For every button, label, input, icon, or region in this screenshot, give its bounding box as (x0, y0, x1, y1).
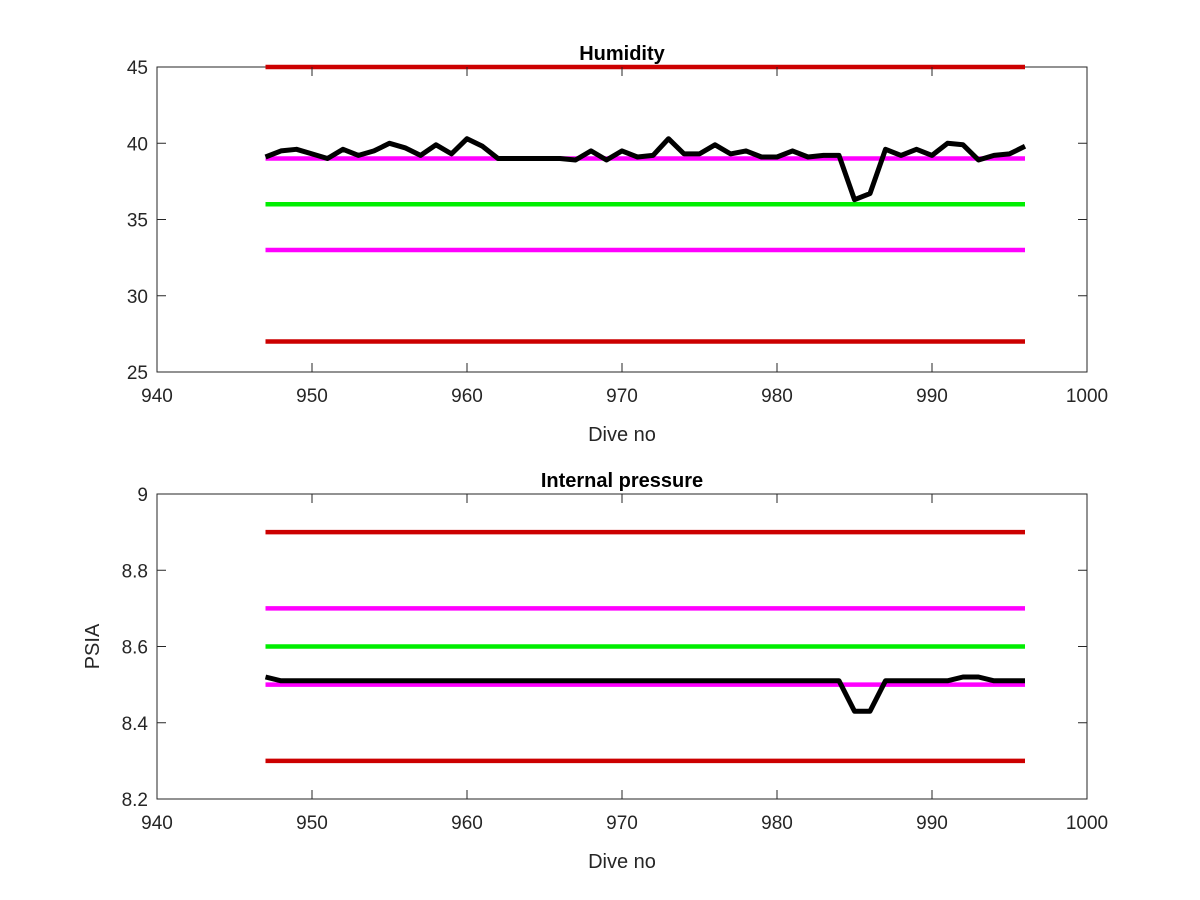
series-line-measured (264, 674, 1025, 714)
y-tick-label: 9 (137, 485, 148, 506)
axes-frame (156, 66, 1088, 373)
y-tick-label: 35 (127, 211, 148, 232)
y-tick-label: 8.8 (122, 561, 148, 582)
y-tick-label: 8.6 (122, 638, 148, 659)
x-tick-label: 960 (451, 386, 483, 407)
chart-2: 940 950 960 970 980 990 1000 8.2 8.4 8.6 8.8 9 Inter… (82, 470, 1108, 873)
x-axis-label: Dive no (588, 851, 656, 873)
chart-title: Internal pressure (541, 470, 703, 492)
y-tick-label: 45 (127, 58, 148, 79)
x-tick-label: 1000 (1066, 386, 1108, 407)
y-tick-label: 40 (127, 134, 148, 155)
x-tick-label: 940 (141, 813, 173, 834)
y-tick-label: 8.4 (122, 714, 149, 735)
series-line-measured (264, 136, 1027, 203)
x-tick-label: 950 (296, 386, 328, 407)
chart-title: Humidity (579, 43, 665, 65)
y-tick-label: 25 (127, 363, 148, 384)
x-tick-label: 1000 (1066, 813, 1108, 834)
plot-area (264, 64, 1027, 344)
x-tick-label: 960 (451, 813, 483, 834)
x-tick-label: 950 (296, 813, 328, 834)
chart-1: 940 950 960 970 980 990 1000 25 30 35 40 45 Humidity… (127, 43, 1108, 446)
x-axis-label: Dive no (588, 424, 656, 446)
x-tick-label: 990 (916, 386, 948, 407)
x-tick-label: 980 (761, 813, 793, 834)
x-tick-label: 970 (606, 813, 638, 834)
plot-area (264, 529, 1025, 764)
x-tick-label: 940 (141, 386, 173, 407)
x-tick-label: 990 (916, 813, 948, 834)
x-tick-label: 980 (761, 386, 793, 407)
y-tick-label: 30 (127, 287, 148, 308)
y-axis-label: PSIA (82, 623, 104, 669)
x-tick-label: 970 (606, 386, 638, 407)
y-tick-label: 8.2 (122, 790, 148, 811)
